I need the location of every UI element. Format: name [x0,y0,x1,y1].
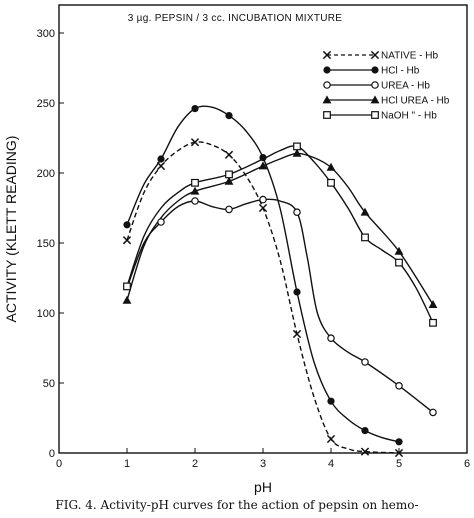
data-point [122,295,132,304]
data-point [258,161,268,170]
legend-marker [323,111,331,119]
data-point [394,448,404,458]
legend-marker [371,81,379,89]
legend-marker [323,66,331,74]
data-point [395,258,403,267]
data-point [224,150,234,159]
data-point [429,318,437,327]
data-point [360,447,370,456]
legend-label: HCl - Hb [381,66,420,77]
y-tick-label: 150 [37,238,55,250]
data-point [224,176,234,185]
data-point [157,218,165,226]
data-point [157,155,165,163]
data-point [361,427,369,435]
legend-label: NATIVE - Hb [381,51,438,62]
y-axis-label: ACTIVITY (KLETT READING) [3,136,19,323]
data-point [293,288,301,296]
data-point [394,246,404,255]
data-point [123,282,131,291]
data-point [123,221,131,229]
x-tick-label: 0 [56,458,62,470]
data-point [293,142,301,151]
data-point [156,161,166,171]
data-point [360,207,370,216]
legend-label: HCl UREA - Hb [381,96,450,107]
legend: NATIVE - Hb HCl - Hb UREA - Hb HCl UREA - H… [322,50,450,122]
data-point [292,329,302,339]
legend-label: UREA - Hb [381,81,430,92]
data-point [395,438,403,446]
data-point [122,236,132,245]
data-point [327,397,335,405]
legend-label: NaOH " - Hb [381,111,437,122]
y-tick-label: 0 [49,448,55,460]
data-point [292,148,302,157]
y-tick-label: 250 [37,98,55,110]
data-point [395,381,403,390]
data-point [190,186,200,195]
data-point [429,408,437,417]
x-tick-label: 5 [396,458,402,470]
series-line-5 [126,145,434,324]
y-tick-label: 50 [43,378,55,390]
data-point [225,205,233,214]
data-point [428,300,438,308]
series-line-4 [126,152,434,305]
y-tick-label: 300 [37,28,55,40]
data-point [258,203,268,213]
data-point [259,195,267,204]
x-tick-label: 4 [328,458,334,470]
legend-marker [322,50,332,60]
legend-marker [322,95,332,104]
data-point [225,170,233,179]
data-point [361,233,369,242]
series-curves [126,105,434,454]
legend-marker [323,81,331,89]
data-point [293,208,301,217]
data-point [326,162,336,171]
x-tick-label: 3 [260,458,266,470]
y-tick-label: 200 [37,168,55,180]
x-tick-label: 6 [464,458,470,470]
y-tick-label: 100 [37,308,55,320]
series-line-3 [126,198,434,413]
legend-marker [370,50,380,60]
x-tick-label: 1 [124,458,130,470]
data-point [190,138,200,147]
data-point [361,358,369,366]
data-point [225,112,233,120]
chart-title: 3 µg. PEPSIN / 3 cc. INCUBATION MIXTURE [128,13,343,24]
data-point [191,178,199,187]
axis-ticks: 0 1 2 3 4 5 6 0 50 100 150 200 250 300 [37,28,470,470]
data-point [327,334,335,343]
data-point [191,105,199,113]
data-point [327,178,335,187]
data-point [259,154,267,162]
legend-marker [370,95,380,104]
x-axis-label: pH [254,479,272,495]
chart: 3 µg. PEPSIN / 3 cc. INCUBATION MIXTURE … [3,4,470,495]
data-point [191,197,199,205]
data-point [326,434,336,444]
legend-marker [371,111,379,119]
series-markers [122,105,438,458]
x-tick-label: 2 [192,458,198,470]
series-line-1 [126,141,400,454]
legend-marker [371,66,379,74]
figure-caption: FIG. 4. Activity-pH curves for the actio… [55,498,419,512]
